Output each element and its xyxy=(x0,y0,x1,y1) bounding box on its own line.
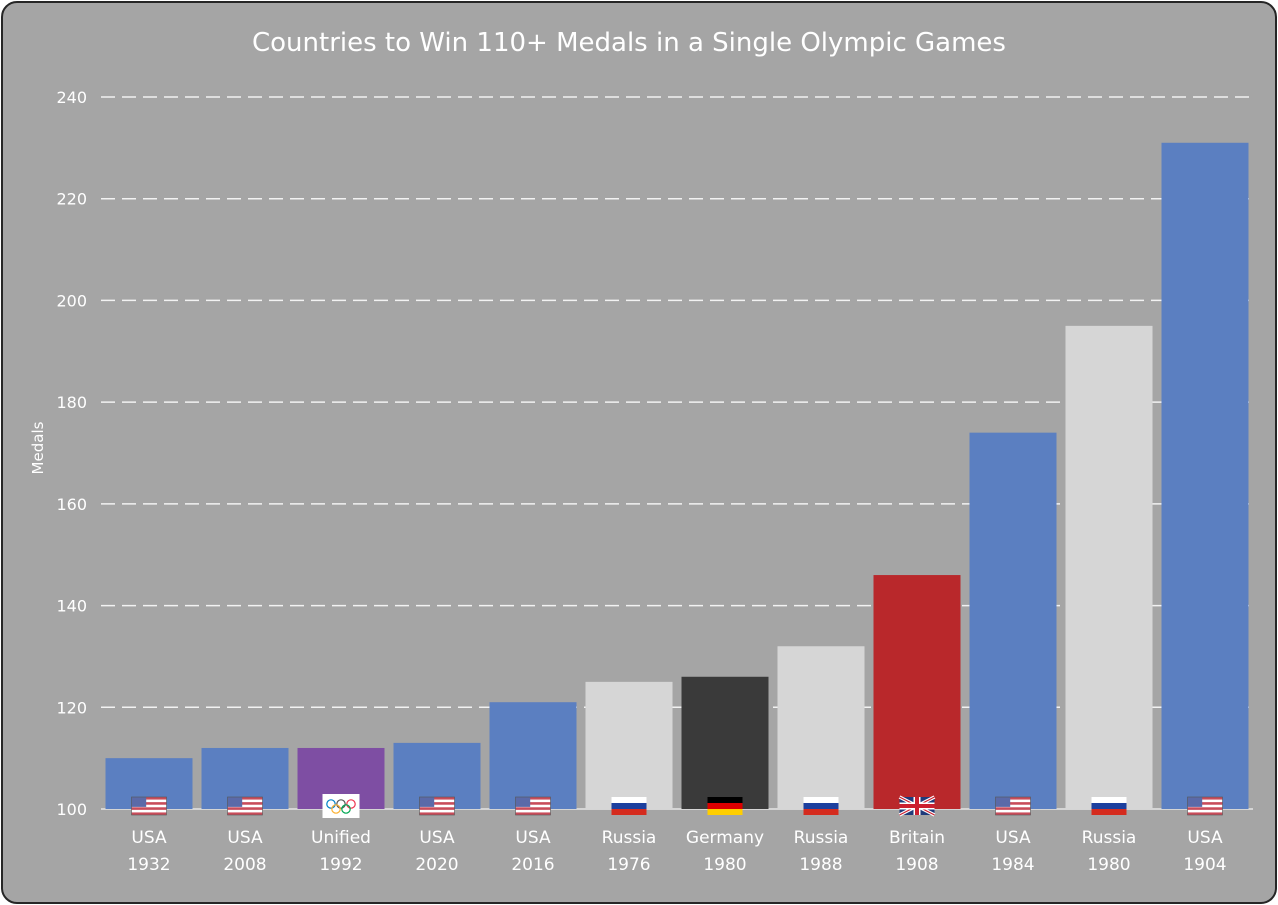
x-label-country: USA xyxy=(995,828,1031,848)
bar-russia-1988 xyxy=(777,646,865,809)
olympic-medals-bar-chart: Countries to Win 110+ Medals in a Single… xyxy=(29,28,1253,875)
x-label-year: 1976 xyxy=(607,855,650,875)
x-label-country: Russia xyxy=(1082,828,1137,848)
x-label-country: USA xyxy=(419,828,455,848)
usa-flag-icon xyxy=(1187,796,1223,816)
y-tick-label: 220 xyxy=(56,190,87,209)
x-label-year: 2016 xyxy=(511,855,554,875)
y-tick-label: 140 xyxy=(56,597,87,616)
x-label-country: USA xyxy=(227,828,263,848)
y-tick-label: 200 xyxy=(56,291,87,310)
russia-flag-icon xyxy=(611,797,647,815)
x-label-year: 1988 xyxy=(799,855,842,875)
x-label-year: 1992 xyxy=(319,855,362,875)
bar-usa-1904 xyxy=(1161,142,1249,809)
usa-flag-icon xyxy=(515,796,551,816)
x-label-country: USA xyxy=(1187,828,1223,848)
x-label-year: 1932 xyxy=(127,855,170,875)
y-tick-label: 160 xyxy=(56,495,87,514)
x-label-country: Russia xyxy=(602,828,657,848)
flags xyxy=(131,794,1223,818)
usa-flag-icon xyxy=(227,796,263,816)
x-label-country: Unified xyxy=(311,828,371,848)
olympic-flag-icon xyxy=(322,794,360,818)
x-label-year: 1980 xyxy=(1087,855,1130,875)
x-label-year: 1904 xyxy=(1183,855,1226,875)
y-axis-ticks: 100 120 140 160 180 200 220 240 xyxy=(56,88,87,819)
germany-flag-icon xyxy=(707,797,743,815)
x-label-year: 1984 xyxy=(991,855,1034,875)
x-label-year: 1908 xyxy=(895,855,938,875)
y-tick-label: 240 xyxy=(56,88,87,107)
bar-russia-1976 xyxy=(585,681,673,809)
x-axis-labels: USA 1932 USA 2008 Unified 1992 USA 2020 USA 2016 R… xyxy=(127,828,1226,875)
y-tick-label: 100 xyxy=(56,800,87,819)
bar-usa-1984 xyxy=(969,432,1057,809)
gridlines xyxy=(101,96,1253,810)
x-label-country: Russia xyxy=(794,828,849,848)
x-label-year: 2008 xyxy=(223,855,266,875)
bars xyxy=(105,142,1249,809)
bar-britain-1908 xyxy=(873,575,961,809)
x-label-year: 1980 xyxy=(703,855,746,875)
x-label-country: USA xyxy=(515,828,551,848)
chart-title: Countries to Win 110+ Medals in a Single… xyxy=(252,28,1006,58)
x-label-country: Britain xyxy=(889,828,945,848)
y-tick-label: 180 xyxy=(56,393,87,412)
usa-flag-icon xyxy=(995,796,1031,816)
russia-flag-icon xyxy=(803,797,839,815)
russia-flag-icon xyxy=(1091,797,1127,815)
britain-flag-icon xyxy=(898,795,936,817)
y-tick-label: 120 xyxy=(56,698,87,717)
x-label-country: USA xyxy=(131,828,167,848)
bar-germany-1980 xyxy=(681,676,769,809)
usa-flag-icon xyxy=(419,796,455,816)
bar-usa-2016 xyxy=(489,702,577,809)
usa-flag-icon xyxy=(131,796,167,816)
x-label-year: 2020 xyxy=(415,855,458,875)
x-label-country: Germany xyxy=(686,828,764,848)
bar-russia-1980 xyxy=(1065,325,1153,809)
y-axis-label: Medals xyxy=(29,421,47,474)
